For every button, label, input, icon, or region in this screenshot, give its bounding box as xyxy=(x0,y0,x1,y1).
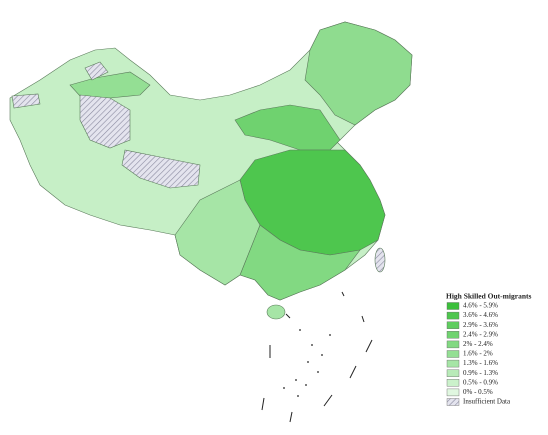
island xyxy=(283,387,285,389)
legend-swatch xyxy=(446,379,460,387)
insufficient-data-west xyxy=(11,93,41,109)
legend-title: High Skilled Out-migrants xyxy=(446,292,532,301)
boundary-dash xyxy=(323,394,333,407)
boundary-dash xyxy=(341,291,345,297)
legend-label: 3.6% - 4.6% xyxy=(463,311,498,319)
boundary-dash xyxy=(365,339,373,353)
legend-swatch xyxy=(446,321,460,329)
legend-swatch xyxy=(446,311,460,320)
island xyxy=(295,379,297,381)
island xyxy=(321,354,323,356)
boundary-dash xyxy=(289,411,293,423)
island xyxy=(297,395,299,397)
island xyxy=(299,329,301,331)
legend-label: 0% - 0.5% xyxy=(463,388,493,396)
china-map xyxy=(9,21,413,320)
legend-label: Insufficient Data xyxy=(463,398,511,406)
legend-swatch xyxy=(446,359,460,368)
southwest-region xyxy=(174,179,261,286)
boundary-dash xyxy=(349,365,357,379)
island xyxy=(305,384,307,386)
boundary-dash xyxy=(361,315,365,323)
boundary-dash xyxy=(261,397,265,411)
hainan xyxy=(266,304,286,320)
legend-label: 0.5% - 0.9% xyxy=(463,378,498,386)
islands xyxy=(283,329,331,397)
south-region xyxy=(239,224,361,301)
northeast-region xyxy=(304,21,413,126)
legend-swatch xyxy=(446,340,460,349)
north-region xyxy=(234,104,341,151)
legend-swatch xyxy=(446,350,460,358)
legend-label: 2.9% - 3.6% xyxy=(463,321,498,329)
boundary-dash xyxy=(285,313,291,319)
insufficient-data-qinghai xyxy=(121,149,201,189)
legend-label: 4.6% - 5.9% xyxy=(463,302,498,310)
legend-swatch xyxy=(446,388,460,397)
insufficient-data-xinjiang xyxy=(79,94,131,149)
legend-swatch xyxy=(446,369,460,377)
legend-label: 1.3% - 1.6% xyxy=(463,359,498,367)
legend: 4.6% - 5.9%3.6% - 4.6% 2.9% - 3.6%2.4% - … xyxy=(446,302,511,406)
legend-label: 2% - 2.4% xyxy=(463,340,493,348)
legend-label: 2.4% - 2.9% xyxy=(463,330,498,338)
island xyxy=(307,361,309,363)
island xyxy=(329,334,331,336)
legend-swatch xyxy=(446,398,460,406)
taiwan xyxy=(374,247,386,273)
legend-swatch xyxy=(446,331,460,339)
island xyxy=(317,371,319,373)
legend-swatch xyxy=(446,302,460,310)
sea-boundary xyxy=(261,291,373,423)
legend-label: 0.9% - 1.3% xyxy=(463,369,498,377)
legend-label: 1.6% - 2% xyxy=(463,350,493,358)
insufficient-data-north xyxy=(84,61,109,81)
island xyxy=(311,344,313,346)
